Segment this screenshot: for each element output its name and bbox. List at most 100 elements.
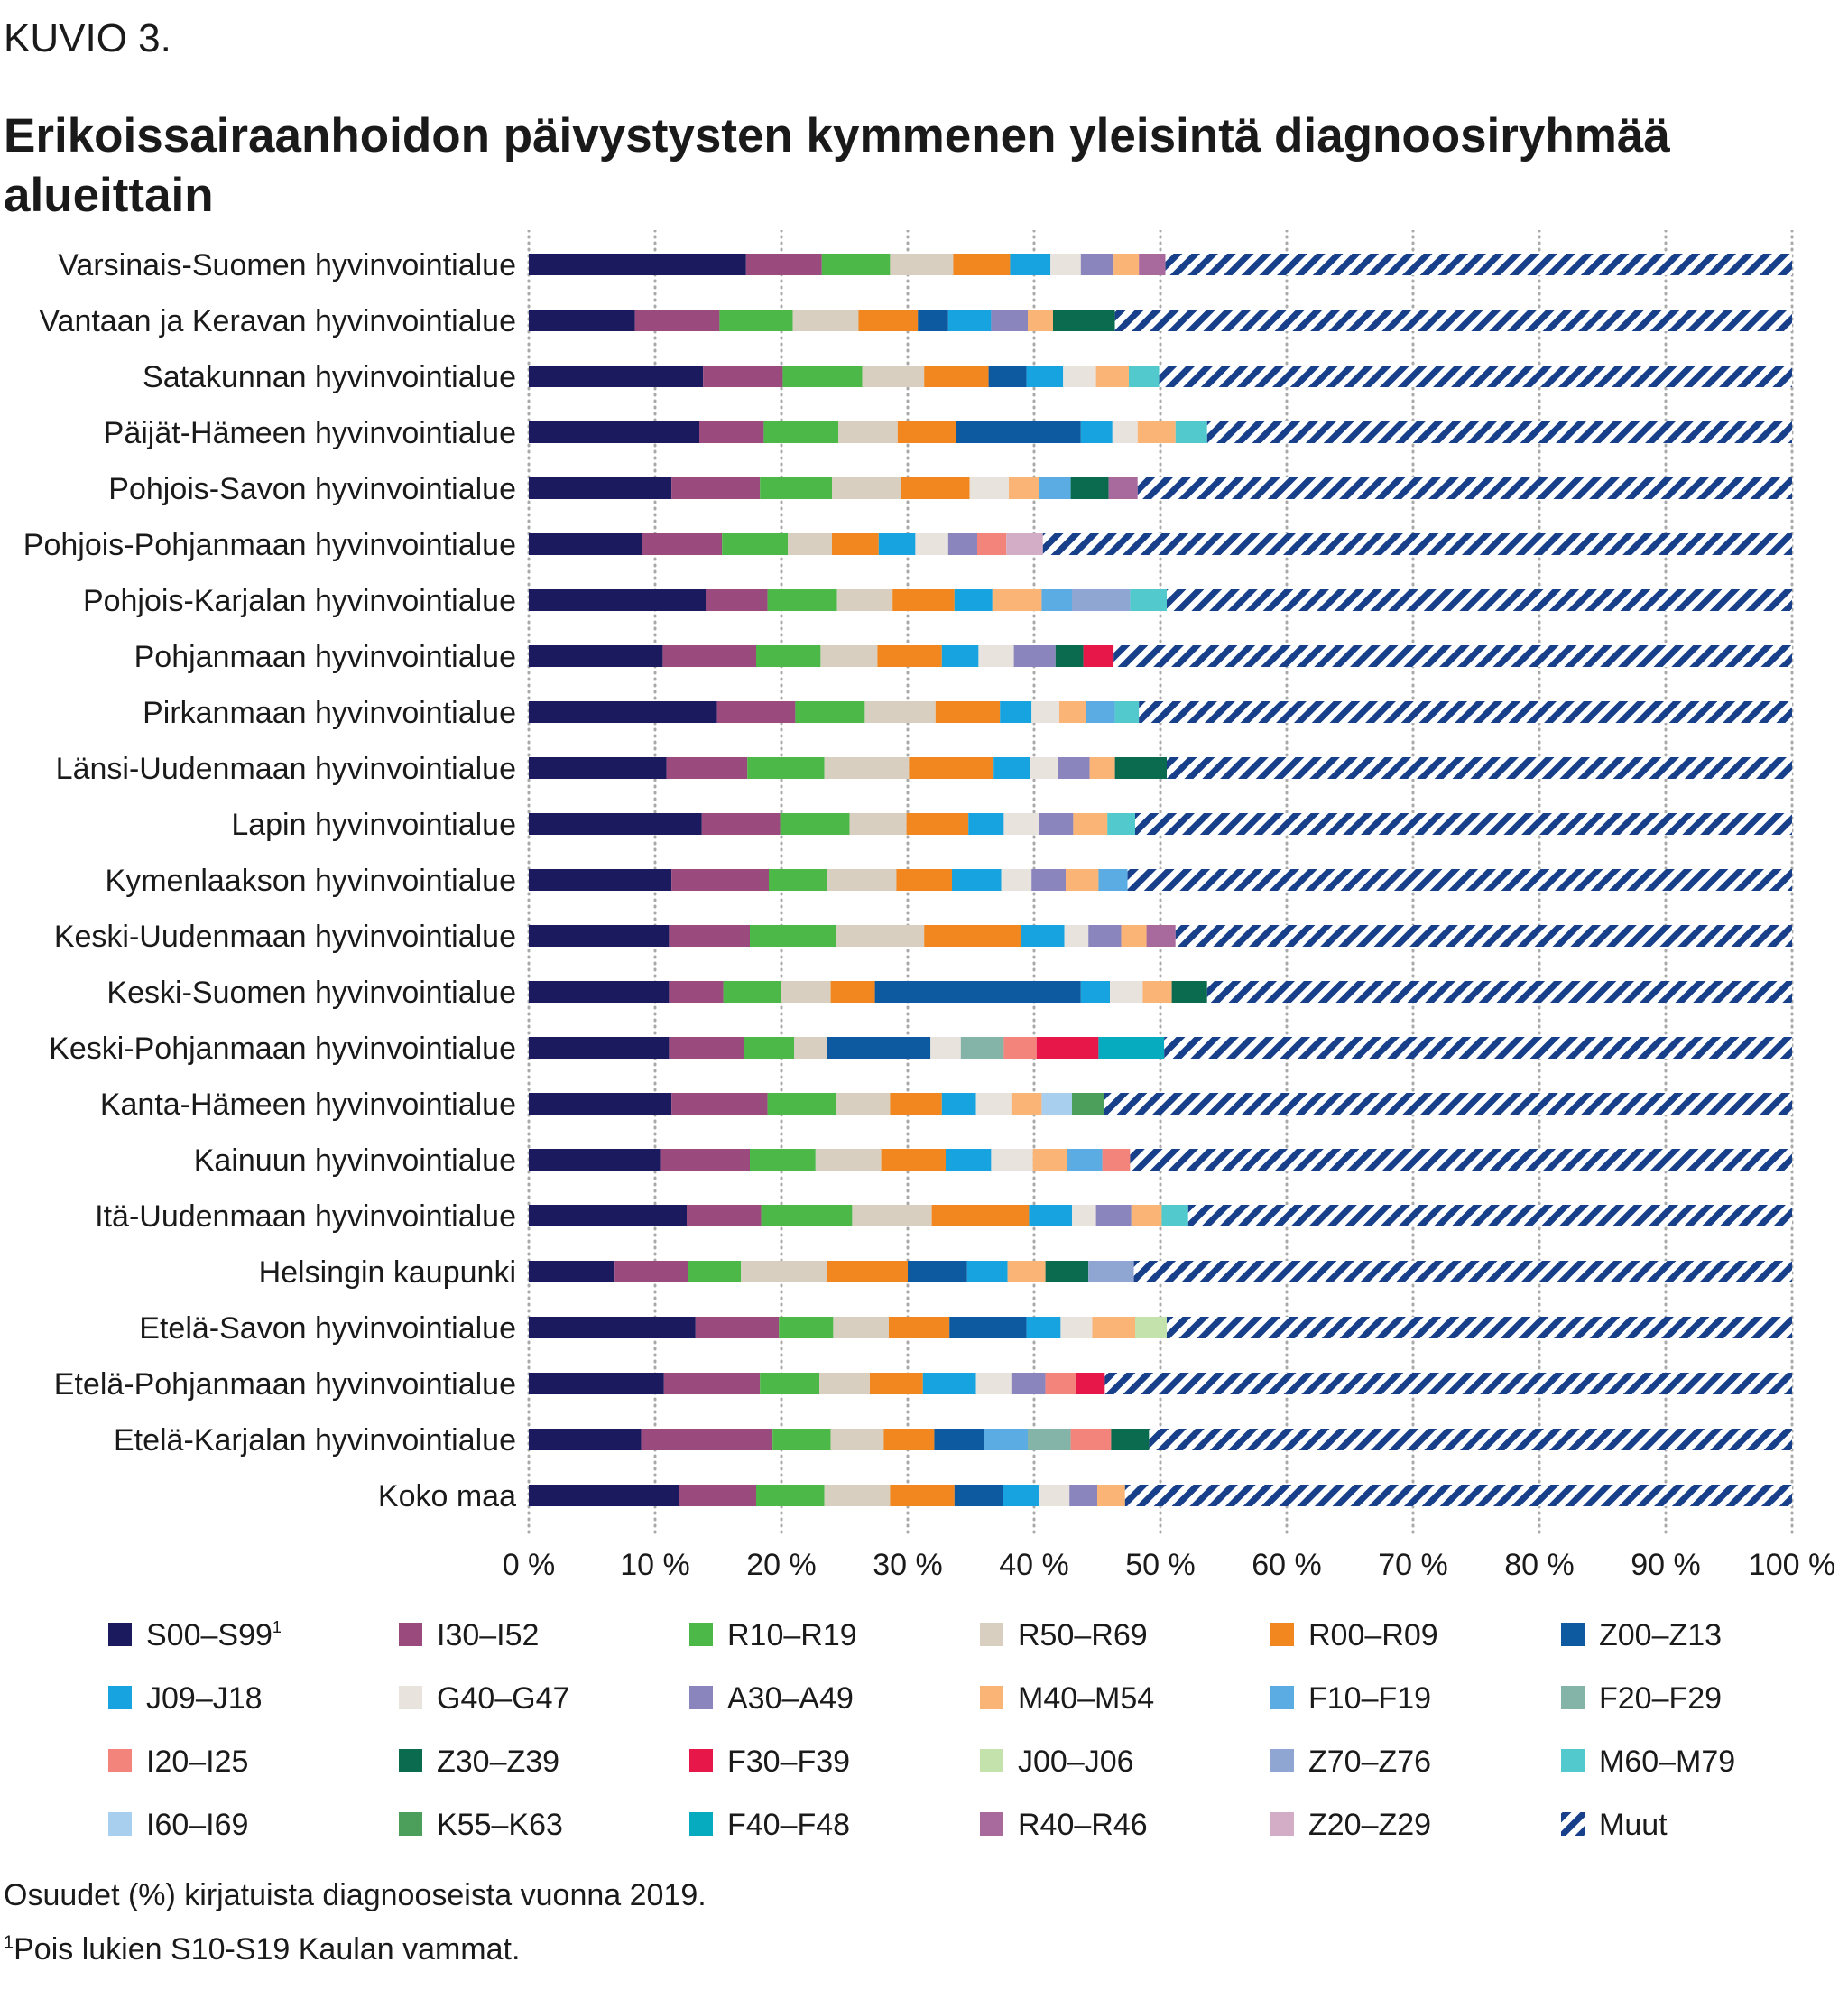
bar-segment [977, 533, 1007, 555]
bar-segment [1039, 813, 1074, 835]
bar-segment-muut [1175, 925, 1792, 947]
bar-segment [669, 1037, 744, 1059]
x-tick-label: 20 % [746, 1548, 817, 1582]
bar-segment [830, 981, 875, 1003]
bar-segment [819, 1373, 870, 1394]
bar-segment [821, 254, 891, 275]
bar-segment [820, 645, 878, 667]
bar-segment [1080, 254, 1114, 275]
legend-label: I30–I52 [437, 1618, 539, 1652]
bar-segment [878, 533, 916, 555]
bar-segment [1007, 1261, 1046, 1282]
row-label: Varsinais-Suomen hyvinvointialue [58, 248, 516, 282]
bar-segment-muut [1135, 813, 1792, 835]
bar-segment [890, 1485, 955, 1506]
bar-segment [1142, 981, 1172, 1003]
bar-segment [934, 1429, 984, 1450]
x-tick-label: 90 % [1631, 1548, 1701, 1582]
bar-segment [782, 366, 863, 387]
legend-swatch [1561, 1686, 1585, 1709]
legend-label: R40–R46 [1018, 1808, 1148, 1842]
bar-segment [1026, 1317, 1061, 1338]
bar-segment [756, 1485, 825, 1506]
bar-segment [956, 421, 1081, 443]
bar-segment [883, 1429, 935, 1450]
bar-segment [984, 1429, 1028, 1450]
bar-segment [614, 1261, 688, 1282]
bar-segment [1003, 1037, 1037, 1059]
row-label: Kanta-Hämeen hyvinvointialue [100, 1088, 516, 1122]
bar-segment [1039, 1485, 1070, 1506]
row-label: Pohjois-Pohjanmaan hyvinvointialue [23, 528, 516, 562]
bar-segment [688, 1261, 742, 1282]
bar-segment [1003, 1485, 1040, 1506]
legend-label: Z00–Z13 [1599, 1618, 1722, 1652]
bar-segment [830, 1429, 884, 1450]
row-label: Vantaan ja Keravan hyvinvointialue [39, 304, 516, 338]
row-label: Pirkanmaan hyvinvointialue [143, 696, 516, 730]
bar-segment [1130, 589, 1167, 611]
bar-segment [1114, 701, 1140, 723]
bar-segment [1028, 310, 1053, 331]
bar-segment-muut [1133, 1261, 1792, 1282]
legend-swatch [689, 1623, 713, 1646]
bar-segment [679, 1485, 756, 1506]
legend-swatch [689, 1812, 713, 1836]
x-tick-label: 100 % [1749, 1548, 1835, 1582]
bar-segment [849, 813, 907, 835]
bar-segment [896, 869, 952, 891]
legend-swatch [1561, 1812, 1585, 1836]
bar-segment [906, 813, 969, 835]
bar-segment [881, 1149, 946, 1171]
bar-segment [1041, 1093, 1072, 1115]
bar-segment [1161, 1205, 1188, 1226]
bar-segment [1003, 813, 1040, 835]
row-label: Etelä-Karjalan hyvinvointialue [114, 1423, 516, 1458]
bar-segment [1067, 1149, 1103, 1171]
bar-segment [744, 1037, 794, 1059]
legend-label: F20–F29 [1599, 1681, 1722, 1716]
bar-segment [1069, 1485, 1097, 1506]
bar-segment [827, 1037, 931, 1059]
bar-segment [1080, 421, 1113, 443]
bar-segment-muut [1114, 310, 1792, 331]
bar-segment [922, 1373, 976, 1394]
bar-segment-muut [1042, 533, 1792, 555]
legend-label: F30–F39 [727, 1745, 850, 1779]
bar-segment [915, 533, 948, 555]
bar-segment [1039, 477, 1071, 499]
legend-label: Z20–Z29 [1308, 1808, 1431, 1842]
bar-segment-muut [1164, 1037, 1792, 1059]
bar-segment [1095, 366, 1129, 387]
bar-segment [1030, 757, 1058, 779]
chart-note: Osuudet (%) kirjatuista diagnooseista vu… [4, 1878, 707, 1912]
legend-label: S00–S991 [146, 1618, 282, 1652]
bar-segment [695, 1317, 780, 1338]
bar-segment [772, 1429, 831, 1450]
bar-segment [824, 757, 910, 779]
bar-segment [836, 1093, 891, 1115]
bar-segment [1050, 254, 1081, 275]
bar-segment [780, 813, 850, 835]
bar-segment [745, 254, 822, 275]
bar-segment [781, 981, 831, 1003]
bar-segment [763, 421, 838, 443]
bar-segment [1111, 1429, 1150, 1450]
bar-segment [767, 589, 837, 611]
bar-segment [529, 869, 672, 891]
bar-segment [792, 310, 859, 331]
bar-segment [529, 1149, 661, 1171]
row-label: Koko maa [378, 1479, 516, 1513]
bar-segment [1135, 1317, 1167, 1338]
bar-segment [975, 1093, 1012, 1115]
bar-segment [947, 533, 977, 555]
legend-label: I20–I25 [146, 1745, 248, 1779]
bar-segment [663, 1373, 761, 1394]
bar-segment [953, 254, 1011, 275]
legend-label: I60–I69 [146, 1808, 248, 1842]
bar-segment [723, 981, 781, 1003]
bar-segment [992, 589, 1042, 611]
bar-segment [750, 925, 836, 947]
legend-swatch [1270, 1686, 1294, 1709]
bar-segment [795, 701, 865, 723]
